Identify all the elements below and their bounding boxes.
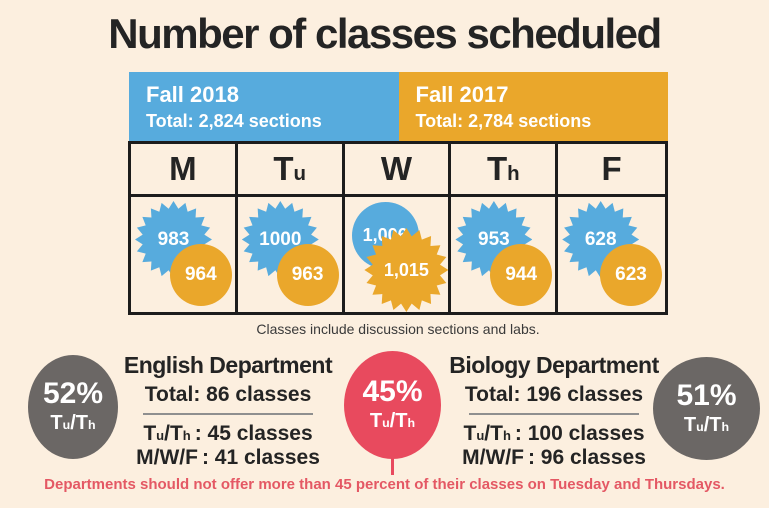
badge-value: 964 <box>184 264 217 285</box>
target-percent-label: Tu/Th <box>369 410 416 432</box>
english-department: English Department Total: 86 classes Tu/… <box>112 352 344 470</box>
cell-friday: 628 623 <box>558 197 665 312</box>
badge-value: 953 <box>478 228 510 250</box>
divider <box>469 413 639 415</box>
day-header-tuesday: Tu <box>237 144 345 197</box>
day-label: W <box>380 150 413 187</box>
english-department-total: Total: 86 classes <box>144 383 312 406</box>
page-title: Number of classes scheduled <box>108 10 662 57</box>
row-value: : 96 classes <box>527 445 646 469</box>
english-mwf-row: M/W/F: 41 classes <box>112 446 344 470</box>
legend: Fall 2018 Total: 2,824 sections Fall 201… <box>129 72 668 141</box>
legend-fall-2018-total: Total: 2,824 sections <box>146 111 322 132</box>
cell-monday: 983 964 <box>131 197 238 312</box>
badge-value: 1000 <box>259 228 302 250</box>
fall-2017-circle-badge: 944 <box>490 244 553 306</box>
badge-value: 983 <box>157 228 190 250</box>
biology-department-title: Biology Department <box>449 352 659 378</box>
legend-fall-2017-total: Total: 2,784 sections <box>415 111 592 132</box>
day-label: Tu <box>273 150 307 187</box>
fall-2017-circle-badge: 963 <box>276 244 339 306</box>
fall-2017-circle-badge: 964 <box>169 244 232 306</box>
english-tuth-row: Tu/Th: 45 classes <box>112 422 344 446</box>
row-value: : 100 classes <box>514 422 645 445</box>
pointer-stem <box>391 458 394 475</box>
fall-2017-circle-badge: 623 <box>600 244 662 306</box>
row-value: : 41 classes <box>201 445 320 469</box>
biology-percent-badge: 51% Tu/Th <box>653 357 760 460</box>
badge-value: 628 <box>584 228 617 250</box>
schedule-table: M Tu W Th F 983 964 1000 963 1,006 1,015… <box>128 141 668 315</box>
target-percent-value: 45% <box>362 375 423 408</box>
day-header-friday: F <box>558 144 665 197</box>
day-header-monday: M <box>131 144 238 197</box>
day-header-wednesday: W <box>344 144 452 197</box>
legend-fall-2018-label: Fall 2018 <box>146 82 239 107</box>
day-header-thursday: Th <box>451 144 559 197</box>
badge-value: 963 <box>291 264 324 285</box>
biology-department: Biology Department Total: 196 classes Tu… <box>438 352 670 470</box>
cell-tuesday: 1000 963 <box>238 197 345 312</box>
day-label: Th <box>486 150 520 187</box>
badge-value: 944 <box>505 264 538 285</box>
badge-value: 623 <box>615 264 647 285</box>
target-percent-badge: 45% Tu/Th <box>344 351 441 459</box>
recommendation-caption: Departments should not offer more than 4… <box>44 476 725 493</box>
legend-fall-2018: Fall 2018 Total: 2,824 sections <box>129 72 399 141</box>
cell-thursday: 953 944 <box>451 197 559 312</box>
english-percent-value: 52% <box>42 377 104 410</box>
day-label: M <box>169 150 197 187</box>
cell-wednesday: 1,006 1,015 <box>345 197 452 312</box>
day-label: F <box>601 150 622 187</box>
biology-percent-value: 51% <box>676 378 737 412</box>
row-value: : 45 classes <box>194 422 313 445</box>
biology-percent-label: Tu/Th <box>683 413 730 436</box>
badge-value: 1,015 <box>383 259 429 280</box>
biology-department-total: Total: 196 classes <box>464 383 644 406</box>
english-department-title: English Department <box>123 352 333 378</box>
table-note: Classes include discussion sections and … <box>256 321 540 337</box>
english-percent-badge: 52% Tu/Th <box>28 355 118 459</box>
legend-fall-2017: Fall 2017 Total: 2,784 sections <box>398 72 668 141</box>
row-label: M/W/F <box>462 445 524 469</box>
english-percent-label: Tu/Th <box>50 412 96 434</box>
row-label: M/W/F <box>136 445 198 469</box>
biology-mwf-row: M/W/F: 96 classes <box>438 446 670 470</box>
legend-fall-2017-label: Fall 2017 <box>415 82 509 107</box>
row-label: Tu/Th <box>143 422 191 445</box>
biology-tuth-row: Tu/Th: 100 classes <box>438 422 670 446</box>
divider <box>143 413 313 415</box>
row-label: Tu/Th <box>463 422 511 445</box>
